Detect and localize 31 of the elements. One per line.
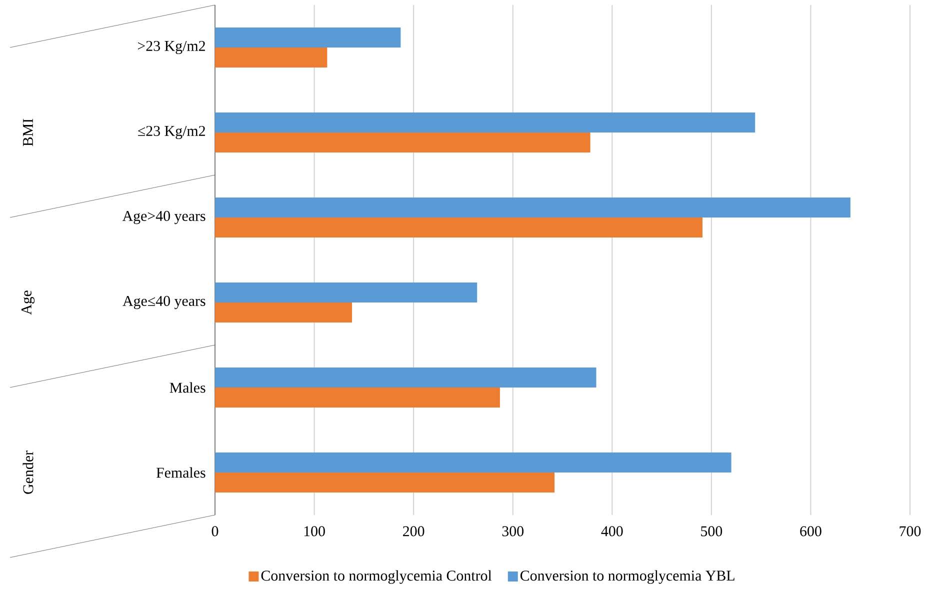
x-tick-label: 100 [304, 526, 325, 536]
bar [215, 282, 478, 302]
bar [215, 112, 756, 132]
y-tick-label: Males [170, 382, 206, 393]
text: Gender [22, 450, 34, 494]
bar [215, 197, 850, 218]
bar [215, 302, 352, 322]
y-tick-label: Females [156, 467, 206, 478]
bar [215, 47, 328, 68]
x-tick-label: 0 [212, 526, 218, 536]
x-tick-label: 600 [800, 526, 822, 536]
bar [215, 472, 555, 492]
y-tick-label: >23 Kg/m2 [138, 40, 205, 54]
text: Age [21, 290, 35, 315]
bar [215, 132, 590, 152]
x-tick-label: 400 [601, 526, 623, 536]
bar [215, 217, 702, 238]
bar [215, 367, 596, 388]
text: BMI [23, 118, 33, 146]
x-tick-label: 700 [900, 526, 921, 536]
x-tick-label: 200 [403, 526, 424, 536]
y-tick-label: ≤23 Kg/m2 [138, 126, 205, 140]
legend-label: Conversion to normoglycemia YBL [520, 570, 734, 584]
bar [215, 27, 401, 48]
x-tick-label: 300 [502, 526, 524, 536]
x-tick-label: 500 [701, 526, 722, 536]
legend-label: Conversion to normoglycemia Control [261, 570, 492, 584]
bar [215, 387, 500, 408]
y-tick-label: Age≤40 years [122, 296, 206, 310]
y-tick-label: Age>40 years [122, 210, 206, 224]
bar [215, 452, 732, 472]
